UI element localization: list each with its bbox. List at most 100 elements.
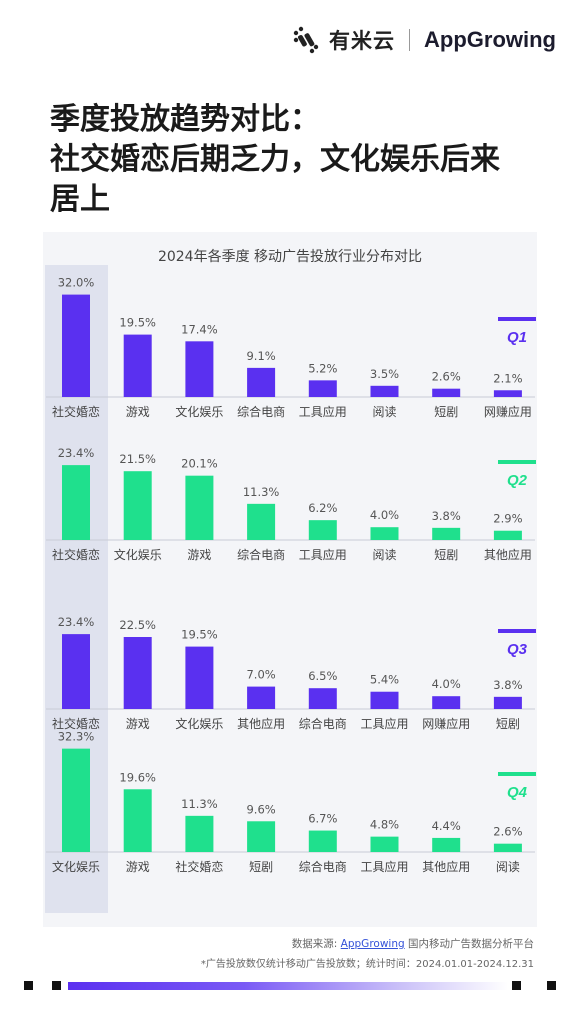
- category-label: 工具应用: [299, 547, 347, 562]
- data-label: 11.3%: [243, 485, 280, 499]
- data-label: 4.4%: [432, 819, 461, 833]
- brand-logo-icon: [291, 25, 321, 55]
- data-label: 7.0%: [246, 668, 275, 682]
- bar: [308, 520, 337, 540]
- category-label: 游戏: [126, 405, 150, 419]
- bar: [493, 390, 522, 397]
- square-icon: [52, 981, 61, 990]
- category-label: 社交婚恋: [52, 404, 100, 419]
- bar: [247, 686, 276, 709]
- data-label: 19.5%: [181, 628, 218, 642]
- title-line-3: 居上: [50, 182, 110, 217]
- square-icon: [24, 981, 33, 990]
- data-label: 4.0%: [432, 677, 461, 691]
- quarter-tag: Q4: [507, 784, 528, 801]
- bar: [370, 385, 399, 397]
- bar: [370, 527, 399, 540]
- data-label: 5.2%: [308, 361, 337, 375]
- bar: [493, 843, 522, 852]
- category-label: 综合电商: [299, 859, 347, 874]
- category-label: 阅读: [372, 405, 396, 419]
- category-label: 其他应用: [237, 716, 285, 731]
- data-label: 6.5%: [308, 669, 337, 683]
- category-label: 游戏: [187, 548, 211, 562]
- data-label: 6.7%: [308, 812, 337, 826]
- bar: [185, 646, 214, 709]
- bar: [370, 691, 399, 709]
- gradient-bar: [68, 982, 508, 990]
- page-title: 季度投放趋势对比： 社交婚恋后期乏力，文化娱乐后来 居上: [50, 100, 550, 220]
- data-label: 23.4%: [58, 446, 95, 460]
- category-label: 工具应用: [360, 716, 408, 731]
- data-label: 9.1%: [246, 349, 275, 363]
- decorative-bottom-bar: [24, 981, 556, 991]
- footer-source: 数据来源: AppGrowing 国内移动广告数据分析平台: [292, 936, 534, 951]
- data-label: 3.5%: [370, 367, 399, 381]
- data-label: 2.6%: [493, 825, 522, 839]
- category-label: 短剧: [496, 717, 520, 731]
- data-label: 20.1%: [181, 457, 218, 471]
- chart-card: 2024年各季度 移动广告投放行业分布对比 32.0% 社交婚恋 19.5% 游戏 17…: [43, 232, 537, 927]
- source-link[interactable]: AppGrowing: [340, 938, 405, 950]
- data-label: 2.6%: [432, 370, 461, 384]
- bar: [493, 696, 522, 709]
- chart-q3: 23.4% 社交婚恋 22.5% 游戏 19.5% 文化娱乐 7.0% 其他应用 6.5% 综合电…: [46, 615, 536, 731]
- square-icon: [547, 981, 556, 990]
- category-label: 综合电商: [299, 716, 347, 731]
- bar: [185, 475, 214, 540]
- square-icon: [512, 981, 521, 990]
- quarter-tag-bar: [498, 460, 536, 464]
- category-label: 文化娱乐: [114, 547, 162, 562]
- category-label: 社交婚恋: [175, 859, 223, 874]
- data-label: 22.5%: [119, 618, 156, 632]
- brand-logo: 有米云 AppGrowing: [291, 22, 556, 58]
- category-label: 网赚应用: [484, 404, 532, 419]
- chart-title: 2024年各季度 移动广告投放行业分布对比: [157, 249, 423, 265]
- bar: [62, 634, 90, 709]
- data-label: 11.3%: [181, 797, 218, 811]
- chart-q4: 32.3% 文化娱乐 19.6% 游戏 11.3% 社交婚恋 9.6% 短剧 6.7% 综合电商 4…: [46, 730, 536, 874]
- brand-divider: [409, 29, 411, 51]
- bar: [432, 837, 461, 852]
- data-label: 2.9%: [493, 512, 522, 526]
- bar: [308, 380, 337, 397]
- quarter-tag-bar: [498, 317, 536, 321]
- data-label: 21.5%: [119, 452, 156, 466]
- category-label: 文化娱乐: [52, 859, 100, 874]
- bar: [493, 530, 522, 540]
- category-label: 短剧: [434, 405, 458, 419]
- bar: [370, 836, 399, 852]
- bar: [123, 334, 152, 397]
- data-label: 32.0%: [58, 276, 95, 290]
- category-label: 社交婚恋: [52, 716, 100, 731]
- data-label: 4.8%: [370, 818, 399, 832]
- bar: [62, 748, 90, 852]
- bar: [308, 830, 337, 852]
- data-label: 2.1%: [493, 371, 522, 385]
- quarter-tag-bar: [498, 629, 536, 633]
- data-label: 19.5%: [119, 316, 156, 330]
- data-label: 4.0%: [370, 508, 399, 522]
- data-label: 3.8%: [432, 509, 461, 523]
- footer-note: *广告投放数仅统计移动广告投放数；统计时间：2024.01.01-2024.12…: [200, 959, 534, 970]
- bar: [185, 815, 214, 852]
- bar: [123, 637, 152, 709]
- data-label: 9.6%: [246, 802, 275, 816]
- data-label: 17.4%: [181, 322, 218, 336]
- category-label: 游戏: [126, 717, 150, 731]
- data-label: 32.3%: [58, 730, 95, 744]
- data-label: 6.2%: [308, 501, 337, 515]
- data-label: 23.4%: [58, 615, 95, 629]
- category-label: 综合电商: [237, 547, 285, 562]
- data-label: 5.4%: [370, 673, 399, 687]
- category-label: 短剧: [434, 548, 458, 562]
- bar: [308, 688, 337, 709]
- category-label: 阅读: [496, 860, 520, 874]
- source-prefix: 数据来源:: [291, 938, 341, 950]
- bar: [432, 696, 461, 709]
- bar: [247, 821, 276, 852]
- category-label: 其他应用: [484, 547, 532, 562]
- bar: [62, 465, 90, 540]
- category-label: 社交婚恋: [52, 547, 100, 562]
- quarter-tag: Q3: [507, 641, 528, 658]
